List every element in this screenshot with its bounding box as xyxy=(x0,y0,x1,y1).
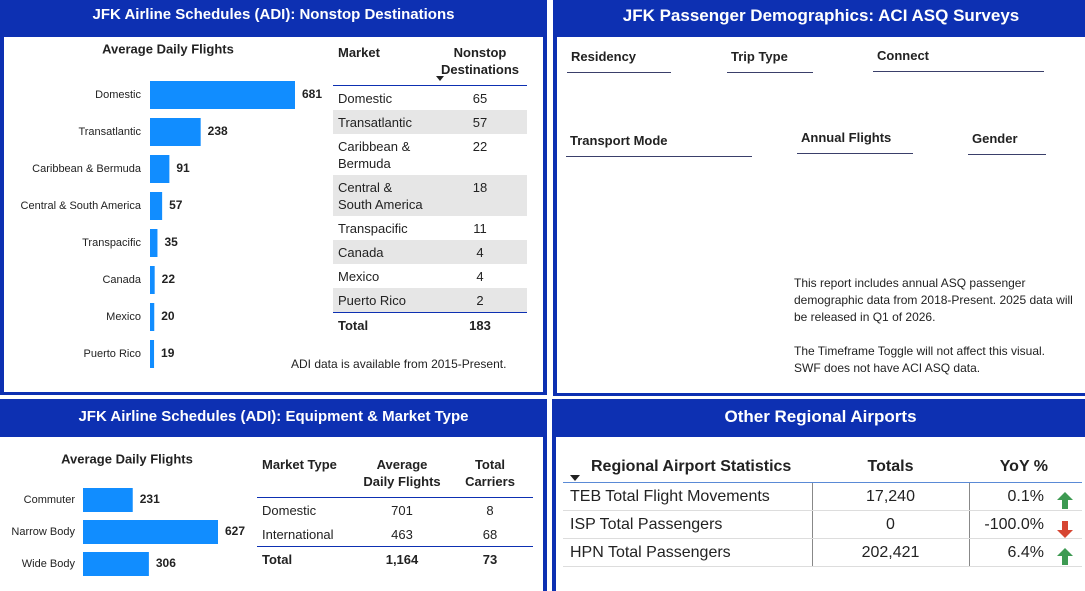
total-cell: 73 xyxy=(447,546,533,571)
note-line: demographic data from 2018-Present. 2025… xyxy=(794,293,1073,307)
note-paragraph: This report includes annual ASQ passenge… xyxy=(794,275,1073,326)
table-cell: 202,421 xyxy=(812,538,970,567)
table-cell: International xyxy=(262,527,334,542)
table-row: Transatlantic 57 xyxy=(333,110,527,134)
table: Regional Airport Statistics Totals YoY % TE… xyxy=(563,449,1082,567)
slicer-header[interactable]: Gender xyxy=(968,131,1046,155)
panel-title: JFK Passenger Demographics: ACI ASQ Surv… xyxy=(622,6,1020,25)
column-header: Average Daily Flights xyxy=(357,452,447,498)
panel-title: JFK Airline Schedules (ADI): Equipment &… xyxy=(78,408,469,425)
note-paragraph: The Timeframe Toggle will not affect thi… xyxy=(794,343,1073,377)
table-row: HPN Total Passengers 202,421 6.4% xyxy=(563,538,1082,567)
table: Market Nonstop Destinations Domestic 65 Tran… xyxy=(333,40,527,337)
table-cell: 8 xyxy=(486,503,494,518)
table-row: Domestic 701 8 xyxy=(257,498,533,523)
table-cell: Domestic xyxy=(262,503,317,518)
header-row: Market Nonstop Destinations xyxy=(333,40,527,86)
note-line: be released in Q1 of 2026. xyxy=(794,310,936,324)
note-line: This report includes annual ASQ passenge… xyxy=(794,276,1026,290)
note: This report includes annual ASQ passenge… xyxy=(794,275,1073,377)
table-cell: Central & South America xyxy=(338,180,423,212)
table-cell: 17,240 xyxy=(812,482,970,511)
table-cell: TEB Total Flight Movements xyxy=(563,482,813,511)
slicer-header[interactable]: Residency xyxy=(567,49,671,73)
table-row: Puerto Rico 2 xyxy=(333,288,527,313)
total-row: Total 1,164 73 xyxy=(257,546,533,571)
table-cell: Caribbean & Bermuda xyxy=(338,139,411,171)
total-row: Total 183 xyxy=(333,312,527,337)
total-cell: Total xyxy=(333,312,433,337)
panel xyxy=(557,37,1085,393)
column-header: Market xyxy=(333,40,433,86)
table-cell: 0.1% xyxy=(969,482,1082,511)
table-cell: Puerto Rico xyxy=(338,293,406,308)
table-cell: 0 xyxy=(812,510,970,539)
slicer-header[interactable]: Transport Mode xyxy=(566,133,752,157)
column-header: Market Type xyxy=(257,452,357,498)
column-header: Totals xyxy=(812,449,969,483)
total-cell: 1,164 xyxy=(357,546,447,571)
table-cell: 11 xyxy=(473,221,487,236)
table-cell: 65 xyxy=(472,91,488,106)
note: ADI data is available from 2015-Present. xyxy=(291,357,507,371)
table-cell: Canada xyxy=(338,245,384,260)
table-cell: 68 xyxy=(482,527,498,542)
table-cell: 57 xyxy=(472,115,488,130)
column-header: YoY % xyxy=(969,449,1082,483)
slicer-header[interactable]: Trip Type xyxy=(727,49,813,73)
slicer-header[interactable]: Annual Flights xyxy=(797,130,913,154)
table-cell: Transpacific xyxy=(338,221,408,236)
table-row: International 463 68 xyxy=(257,522,533,547)
table-row: Caribbean & Bermuda 22 xyxy=(333,134,527,175)
table-row: ISP Total Passengers 0 -100.0% xyxy=(563,510,1082,539)
total-cell: Total xyxy=(257,546,357,571)
panel-title: JFK Airline Schedules (ADI): Nonstop Des… xyxy=(92,6,455,23)
table-cell: -100.0% xyxy=(969,510,1082,539)
note-line: SWF does not have ACI ASQ data. xyxy=(794,361,981,375)
table-cell: 4 xyxy=(476,245,484,260)
table-cell: 701 xyxy=(391,503,413,518)
table-row: Central & South America 18 xyxy=(333,175,527,216)
column-header: Total Carriers xyxy=(447,452,533,498)
table-cell: Mexico xyxy=(338,269,380,284)
table-cell: HPN Total Passengers xyxy=(563,538,813,567)
table: Market Type Average Daily Flights Total Ca… xyxy=(257,452,533,571)
table-cell: 6.4% xyxy=(969,538,1082,567)
table-cell: 22 xyxy=(472,139,488,154)
table-cell: 18 xyxy=(472,180,488,195)
table-cell: Transatlantic xyxy=(338,115,412,130)
table-cell: 463 xyxy=(391,527,413,542)
header-row: Regional Airport Statistics Totals YoY % xyxy=(563,449,1082,483)
header-row: Market Type Average Daily Flights Total Ca… xyxy=(257,452,533,498)
table-row: Domestic 65 xyxy=(333,86,527,111)
table-cell: 4 xyxy=(476,269,484,284)
table-cell: 2 xyxy=(476,293,484,308)
total-cell: 183 xyxy=(433,312,527,337)
column-header: Nonstop Destinations xyxy=(433,40,527,86)
table-row: Canada 4 xyxy=(333,240,527,264)
table-cell: Domestic xyxy=(338,91,393,106)
table-row: TEB Total Flight Movements 17,240 0.1% xyxy=(563,482,1082,511)
panel-title: Other Regional Airports xyxy=(724,407,917,426)
table-cell: ISP Total Passengers xyxy=(563,510,813,539)
slicer-header[interactable]: Connect xyxy=(873,48,1044,72)
table-row: Mexico 4 xyxy=(333,264,527,288)
note-line: The Timeframe Toggle will not affect thi… xyxy=(794,344,1046,358)
table-row: Transpacific 11 xyxy=(333,216,527,240)
column-header: Regional Airport Statistics xyxy=(563,449,812,483)
